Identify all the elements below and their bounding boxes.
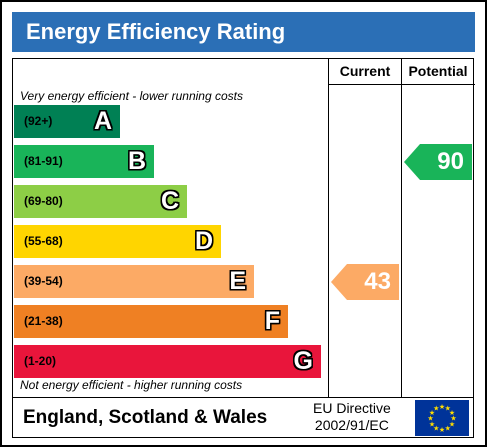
band-range-label: (1-20) xyxy=(24,354,57,368)
potential-rating-arrow: 90 xyxy=(404,144,472,180)
band-e: (39-54) E xyxy=(14,265,254,298)
band-a: (92+) A xyxy=(14,105,120,138)
current-column-header: Current xyxy=(339,63,391,79)
band-f: (21-38) F xyxy=(14,305,288,338)
current-rating-value: 43 xyxy=(364,268,391,295)
band-letter: A xyxy=(93,107,112,135)
eu-star-icon: ★ xyxy=(427,415,433,423)
header-divider xyxy=(329,84,475,85)
band-letter: B xyxy=(127,147,146,175)
eu-star-icon: ★ xyxy=(429,409,435,417)
eu-star-icon: ★ xyxy=(433,424,439,432)
band-range-label: (69-80) xyxy=(24,194,63,208)
eu-directive-line2: 2002/91/EC xyxy=(314,417,389,433)
potential-column-divider xyxy=(401,59,402,397)
eu-directive: EU Directive 2002/91/EC xyxy=(313,400,391,434)
eu-star-icon: ★ xyxy=(450,415,456,423)
band-letter: D xyxy=(194,227,213,255)
band-d: (55-68) D xyxy=(14,225,221,258)
eu-star-icon: ★ xyxy=(429,420,435,428)
band-letter: G xyxy=(293,347,313,375)
band-range-label: (81-91) xyxy=(24,154,63,168)
eu-star-icon: ★ xyxy=(449,420,455,428)
band-b: (81-91) B xyxy=(14,145,154,178)
band-letter: F xyxy=(264,307,280,335)
chart-title: Energy Efficiency Rating xyxy=(26,19,286,44)
potential-rating-value: 90 xyxy=(437,148,464,175)
eu-star-icon: ★ xyxy=(439,403,445,411)
eu-star-icon: ★ xyxy=(445,405,451,413)
eu-star-icon: ★ xyxy=(433,405,439,413)
band-letter: E xyxy=(229,267,246,295)
band-range-label: (21-38) xyxy=(24,314,63,328)
top-note: Very energy efficient - lower running co… xyxy=(20,89,243,103)
rating-table: Current Potential Very energy efficient … xyxy=(12,58,475,398)
band-letter: C xyxy=(160,187,179,215)
eu-directive-line1: EU Directive xyxy=(313,400,391,416)
band-g: (1-20) G xyxy=(14,345,321,378)
band-range-label: (39-54) xyxy=(24,274,63,288)
eu-flag-icon: ★ ★ ★ ★ ★ ★ ★ ★ ★ ★ ★ ★ xyxy=(415,400,469,436)
band-range-label: (92+) xyxy=(24,114,53,128)
eu-star-icon: ★ xyxy=(449,409,455,417)
band-range-label: (55-68) xyxy=(24,234,63,248)
band-c: (69-80) C xyxy=(14,185,187,218)
title-bar: Energy Efficiency Rating xyxy=(12,12,475,52)
potential-column-header: Potential xyxy=(408,63,468,79)
current-column-divider xyxy=(328,59,329,397)
eu-star-icon: ★ xyxy=(445,424,451,432)
footer-region: England, Scotland & Wales xyxy=(23,407,268,428)
current-rating-arrow: 43 xyxy=(331,264,399,300)
bottom-note: Not energy efficient - higher running co… xyxy=(20,378,243,392)
eu-star-icon: ★ xyxy=(439,426,445,434)
footer: England, Scotland & Wales EU Directive 2… xyxy=(12,398,474,438)
